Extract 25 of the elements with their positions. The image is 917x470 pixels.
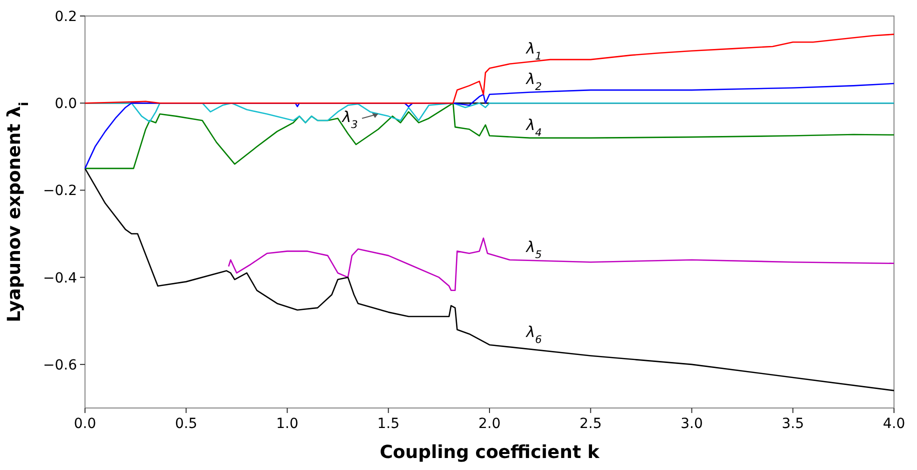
x-tick-label: 1.0 [276, 416, 298, 432]
y-tick-label: 0.2 [54, 9, 77, 25]
x-tick-label: 0.0 [74, 416, 96, 432]
line-series [228, 237, 895, 292]
y-tick-label: −0.2 [43, 183, 77, 200]
series-label: λ$_{2}$ [525, 70, 542, 94]
x-tick-label: 3.0 [680, 416, 703, 432]
y-tick-label: −0.6 [43, 357, 78, 374]
x-tick-label: 2.5 [579, 416, 602, 432]
line-series [84, 168, 895, 392]
line-series [84, 102, 895, 170]
line-series [84, 34, 895, 104]
x-tick-label: 1.5 [377, 416, 400, 432]
series-label: λ$_{1}$ [525, 40, 542, 63]
series-label: λ$_{3}$ [341, 108, 358, 131]
x-axis-title: Coupling coefficient k [380, 442, 600, 463]
y-tick-label: −0.4 [43, 270, 78, 286]
x-tick-label: 0.5 [174, 416, 198, 432]
y-tick-label: 0.0 [54, 96, 77, 112]
x-tick-label: 3.5 [782, 416, 804, 432]
series-label: λ$_{5}$ [525, 238, 542, 261]
x-tick-label: 4.0 [882, 416, 906, 432]
x-tick-label: 2.0 [478, 416, 501, 432]
series-label: λ$_{4}$ [525, 116, 542, 139]
series-label: λ$_{6}$ [525, 322, 542, 346]
